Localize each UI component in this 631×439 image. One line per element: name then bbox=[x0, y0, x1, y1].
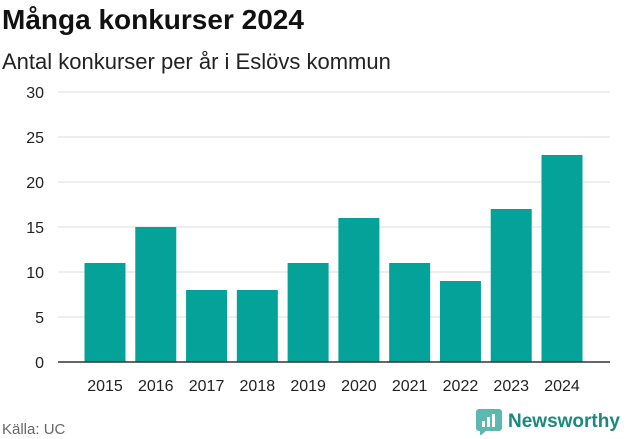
bar-2018 bbox=[236, 290, 278, 362]
newsworthy-logo-icon bbox=[476, 409, 502, 435]
x-tick-label: 2023 bbox=[493, 378, 529, 395]
chart-title: Många konkurser 2024 bbox=[2, 4, 304, 35]
bar-2020 bbox=[338, 218, 380, 362]
y-tick-label: 20 bbox=[26, 175, 44, 192]
brand-logo: Newsworthy bbox=[476, 408, 620, 436]
bar-2016 bbox=[135, 227, 177, 362]
y-tick-label: 10 bbox=[26, 265, 44, 282]
bar-2019 bbox=[287, 263, 329, 362]
y-tick-label: 15 bbox=[26, 220, 44, 237]
bar-2022 bbox=[439, 281, 481, 362]
y-tick-label: 0 bbox=[35, 355, 44, 372]
x-tick-label: 2017 bbox=[189, 378, 225, 395]
x-tick-label: 2020 bbox=[341, 378, 377, 395]
y-tick-label: 5 bbox=[35, 310, 44, 327]
bar-2021 bbox=[389, 263, 431, 362]
x-tick-label: 2018 bbox=[240, 378, 276, 395]
y-tick-label: 30 bbox=[26, 85, 44, 102]
brand-name: Newsworthy bbox=[508, 411, 620, 432]
x-tick-label: 2021 bbox=[392, 378, 428, 395]
y-tick-label: 25 bbox=[26, 130, 44, 147]
chart-subtitle: Antal konkurser per år i Eslövs kommun bbox=[2, 49, 391, 74]
bar-2023 bbox=[490, 209, 532, 362]
x-tick-label: 2015 bbox=[87, 378, 123, 395]
bar-2017 bbox=[186, 290, 228, 362]
x-tick-label: 2024 bbox=[544, 378, 580, 395]
x-tick-label: 2016 bbox=[138, 378, 174, 395]
x-tick-label: 2019 bbox=[290, 378, 326, 395]
bar-2015 bbox=[84, 263, 126, 362]
source-note: Källa: UC bbox=[2, 421, 66, 438]
bar-2024 bbox=[541, 155, 583, 362]
x-tick-label: 2022 bbox=[443, 378, 479, 395]
